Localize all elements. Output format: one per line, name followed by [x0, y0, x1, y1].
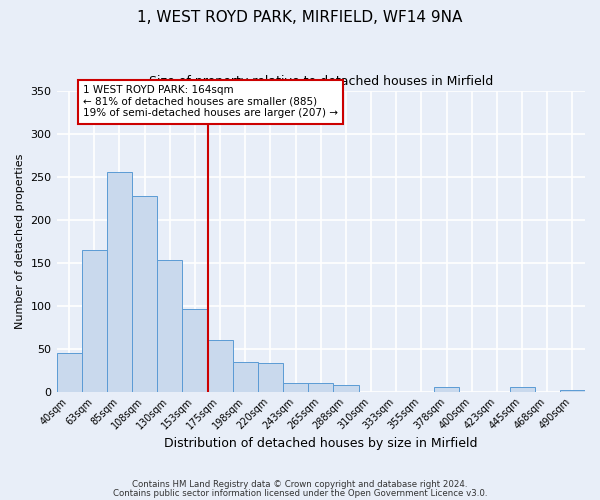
Bar	[157, 260, 182, 392]
Bar	[283, 383, 308, 392]
Bar	[258, 364, 283, 392]
X-axis label: Distribution of detached houses by size in Mirfield: Distribution of detached houses by size …	[164, 437, 478, 450]
Bar	[434, 388, 459, 392]
Title: Size of property relative to detached houses in Mirfield: Size of property relative to detached ho…	[149, 75, 493, 88]
Text: 1, WEST ROYD PARK, MIRFIELD, WF14 9NA: 1, WEST ROYD PARK, MIRFIELD, WF14 9NA	[137, 10, 463, 25]
Bar	[132, 196, 157, 392]
Bar	[308, 383, 334, 392]
Bar	[334, 385, 359, 392]
Text: 1 WEST ROYD PARK: 164sqm
← 81% of detached houses are smaller (885)
19% of semi-: 1 WEST ROYD PARK: 164sqm ← 81% of detach…	[83, 85, 338, 118]
Text: Contains HM Land Registry data © Crown copyright and database right 2024.: Contains HM Land Registry data © Crown c…	[132, 480, 468, 489]
Bar	[509, 388, 535, 392]
Bar	[560, 390, 585, 392]
Bar	[56, 353, 82, 392]
Bar	[82, 250, 107, 392]
Bar	[182, 309, 208, 392]
Bar	[208, 340, 233, 392]
Y-axis label: Number of detached properties: Number of detached properties	[15, 154, 25, 329]
Bar	[107, 172, 132, 392]
Bar	[233, 362, 258, 392]
Text: Contains public sector information licensed under the Open Government Licence v3: Contains public sector information licen…	[113, 490, 487, 498]
